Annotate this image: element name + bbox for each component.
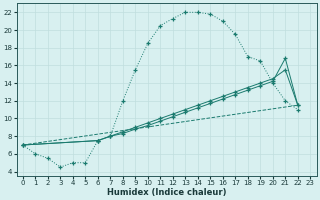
X-axis label: Humidex (Indice chaleur): Humidex (Indice chaleur): [107, 188, 226, 197]
